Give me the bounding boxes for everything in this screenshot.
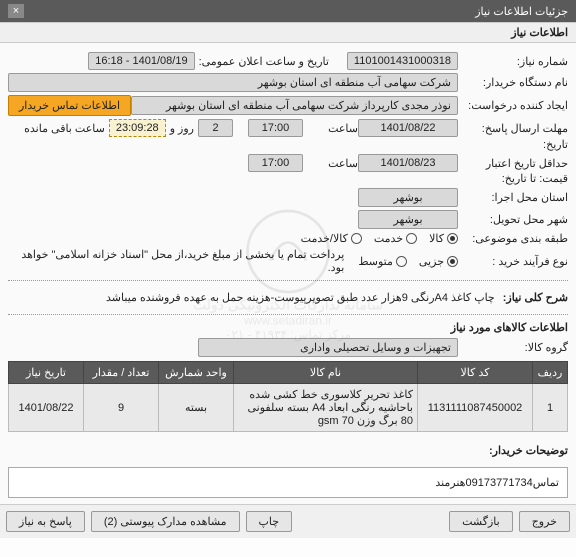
need-number: 1101001431000318	[347, 52, 458, 70]
valid-label1: حداقل تاریخ اعتبار	[458, 157, 568, 170]
cell-code: 1131111087450002	[418, 384, 533, 432]
radio-icon	[447, 233, 458, 244]
announce-label: تاریخ و ساعت اعلان عمومی:	[195, 55, 329, 68]
time-label-2: ساعت	[303, 157, 358, 170]
cell-row: 1	[533, 384, 568, 432]
valid-date: 1401/08/23	[358, 154, 458, 172]
close-icon[interactable]: ×	[8, 4, 24, 18]
buyer-label: نام دستگاه خریدار:	[458, 76, 568, 89]
cell-qty: 9	[84, 384, 159, 432]
group-value: تجهیزات و وسایل تحصیلی واداری	[198, 338, 458, 357]
category-radio-group: کالا خدمت کالا/خدمت	[301, 232, 458, 245]
radio-icon	[406, 233, 417, 244]
exit-button[interactable]: خروج	[519, 511, 570, 532]
main-panel: سامانه تدارکات الکترونیکی دولت www.setad…	[0, 43, 576, 504]
deadline-time: 17:00	[248, 119, 303, 137]
cell-date: 1401/08/22	[9, 384, 84, 432]
table-row[interactable]: 1 1131111087450002 کاغذ تحریر کلاسوری خط…	[9, 384, 568, 432]
buyer-name: شرکت سهامی آب منطقه ای استان بوشهر	[8, 73, 458, 92]
radio-service[interactable]: خدمت	[374, 232, 417, 245]
col-code: کد کالا	[418, 362, 533, 384]
items-table: ردیف کد کالا نام کالا واحد شمارش تعداد /…	[8, 361, 568, 432]
countdown-timer: 23:09:28	[109, 119, 166, 137]
days-remaining: 2	[198, 119, 233, 137]
reply-button[interactable]: پاسخ به نیاز	[6, 511, 85, 532]
time-label-1: ساعت	[303, 122, 358, 135]
group-label: گروه کالا:	[458, 341, 568, 354]
buyer-desc-box: تماس09173771734هنرمند	[8, 467, 568, 498]
section-title: اطلاعات نیاز	[0, 22, 576, 43]
radio-goods[interactable]: کالا	[429, 232, 458, 245]
window-titlebar: جزئیات اطلاعات نیاز ×	[0, 0, 576, 22]
payment-note: پرداخت تمام یا بخشی از مبلغ خرید،از محل …	[8, 248, 344, 274]
col-unit: واحد شمارش	[159, 362, 234, 384]
col-qty: تعداد / مقدار	[84, 362, 159, 384]
deadline-label2: تاریخ:	[458, 138, 568, 151]
back-button[interactable]: بازگشت	[449, 511, 513, 532]
need-number-label: شماره نیاز:	[458, 55, 568, 68]
col-name: نام کالا	[234, 362, 418, 384]
contact-buyer-button[interactable]: اطلاعات تماس خریدار	[8, 95, 131, 116]
buyer-desc-label: توضیحات خریدار:	[489, 444, 568, 457]
col-row: ردیف	[533, 362, 568, 384]
radio-goods-service[interactable]: کالا/خدمت	[301, 232, 362, 245]
creator-name: نوذر مجدی کارپرداز شرکت سهامی آب منطقه ا…	[131, 96, 458, 115]
valid-label2: قیمت: تا تاریخ:	[458, 172, 568, 185]
city: بوشهر	[358, 210, 458, 229]
category-label: طبقه بندی موضوعی:	[458, 232, 568, 245]
attachments-button[interactable]: مشاهده مدارک پیوستی (2)	[91, 511, 240, 532]
col-date: تاریخ نیاز	[9, 362, 84, 384]
radio-icon	[351, 233, 362, 244]
radio-icon	[396, 256, 407, 267]
cell-unit: بسته	[159, 384, 234, 432]
radio-mid[interactable]: متوسط	[358, 255, 407, 268]
print-button[interactable]: چاپ	[246, 511, 293, 532]
buy-type-label: نوع فرآیند خرید :	[458, 255, 568, 268]
province-label: استان محل اجرا:	[458, 191, 568, 204]
days-label: روز و	[170, 122, 194, 135]
footer-toolbar: پاسخ به نیاز مشاهده مدارک پیوستی (2) چاپ…	[0, 504, 576, 538]
city-label: شهر محل تحویل:	[458, 213, 568, 226]
remaining-label: ساعت باقی مانده	[24, 122, 105, 135]
buyer-desc-text: تماس09173771734هنرمند	[435, 477, 559, 489]
cell-name: کاغذ تحریر کلاسوری خط کشی شده باحاشیه رن…	[234, 384, 418, 432]
buy-type-radio-group: جزیی متوسط	[358, 255, 458, 268]
radio-small[interactable]: جزیی	[419, 255, 458, 268]
announce-datetime: 1401/08/19 - 16:18	[88, 52, 194, 70]
deadline-label: مهلت ارسال پاسخ:	[458, 122, 568, 135]
valid-time: 17:00	[248, 154, 303, 172]
summary-label: شرح کلی نیاز:	[503, 291, 568, 304]
deadline-date: 1401/08/22	[358, 119, 458, 137]
window-title: جزئیات اطلاعات نیاز	[475, 5, 568, 18]
creator-label: ایجاد کننده درخواست:	[458, 99, 568, 112]
items-info-header: اطلاعات کالاهای مورد نیاز	[8, 321, 568, 334]
summary-text: چاپ کاغذ A4رنگی 9هزار عدد طبق تصویرپیوست…	[106, 291, 495, 304]
radio-icon	[447, 256, 458, 267]
province: بوشهر	[358, 188, 458, 207]
